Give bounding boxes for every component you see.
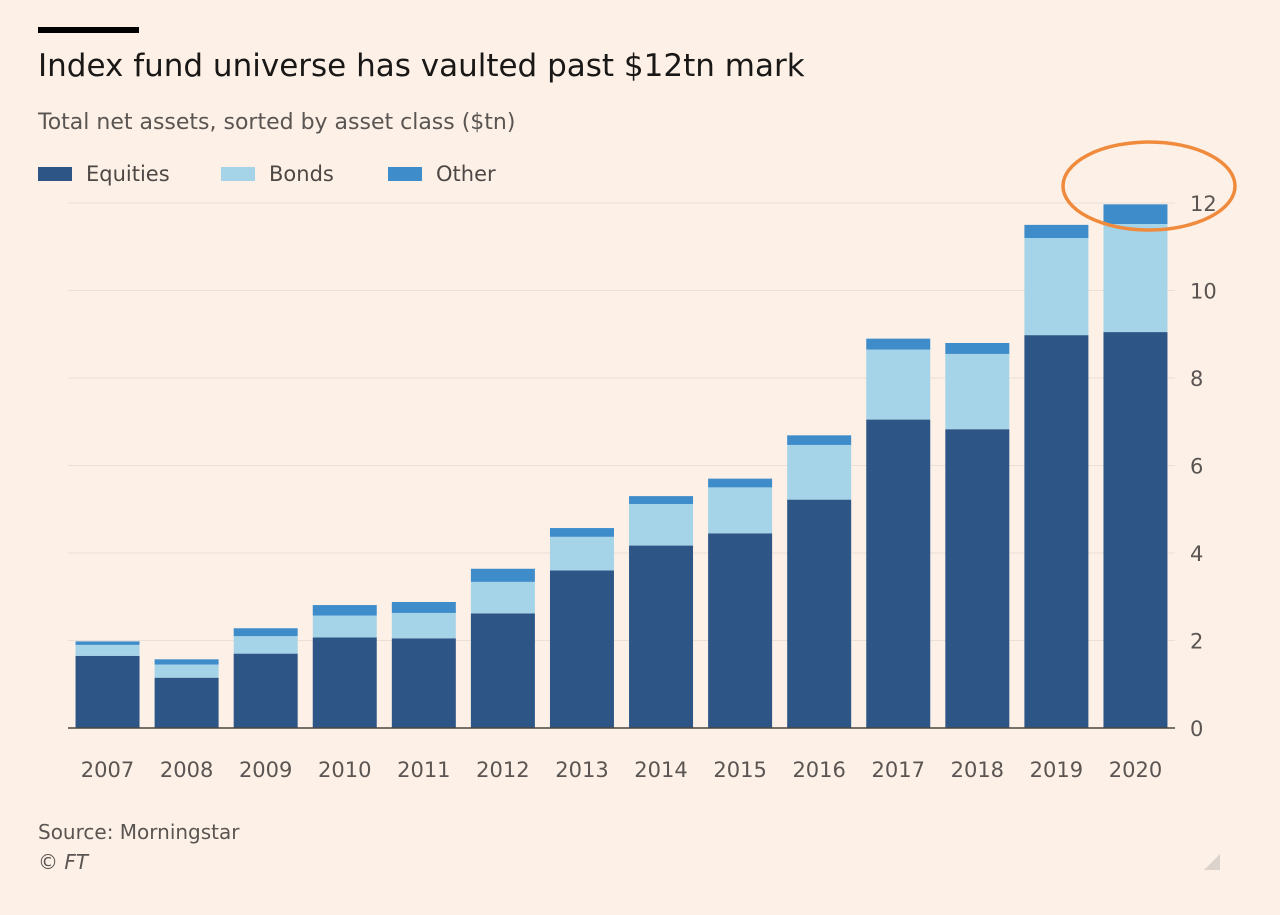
legend-item-equities: Equities bbox=[38, 162, 170, 186]
x-tick-label: 2019 bbox=[1030, 758, 1083, 782]
bar-bonds-2020 bbox=[1103, 224, 1168, 333]
y-tick-label: 6 bbox=[1190, 455, 1203, 479]
x-tick-label: 2014 bbox=[634, 758, 687, 782]
chart-subtitle: Total net assets, sorted by asset class … bbox=[38, 110, 516, 135]
bar-other-2015 bbox=[708, 478, 773, 488]
x-tick-label: 2015 bbox=[713, 758, 766, 782]
bar-bonds-2016 bbox=[787, 444, 852, 500]
bar-other-2017 bbox=[866, 338, 931, 350]
legend-label-bonds: Bonds bbox=[269, 162, 334, 186]
bar-equities-2011 bbox=[391, 638, 456, 728]
x-tick-label: 2020 bbox=[1109, 758, 1162, 782]
bar-bonds-2017 bbox=[866, 349, 931, 420]
y-tick-label: 4 bbox=[1190, 542, 1203, 566]
y-tick-label: 8 bbox=[1190, 367, 1203, 391]
source-note: Source: Morningstar bbox=[38, 820, 240, 844]
bar-other-2012 bbox=[470, 568, 535, 582]
bar-other-2019 bbox=[1024, 224, 1089, 238]
ft-header-rule bbox=[38, 27, 139, 33]
y-tick-label: 2 bbox=[1190, 630, 1203, 654]
legend-swatch-other bbox=[388, 167, 422, 181]
x-tick-label: 2017 bbox=[872, 758, 925, 782]
bar-bonds-2013 bbox=[549, 536, 614, 571]
x-tick-label: 2008 bbox=[160, 758, 213, 782]
bar-equities-2020 bbox=[1103, 332, 1168, 728]
bar-bonds-2015 bbox=[708, 487, 773, 534]
bar-other-2008 bbox=[154, 659, 219, 665]
x-tick-label: 2018 bbox=[951, 758, 1004, 782]
bar-equities-2016 bbox=[787, 499, 852, 728]
bar-equities-2013 bbox=[549, 570, 614, 728]
bar-equities-2019 bbox=[1024, 335, 1089, 728]
bar-equities-2012 bbox=[470, 613, 535, 728]
bar-equities-2010 bbox=[312, 637, 377, 728]
bar-other-2011 bbox=[391, 602, 456, 613]
bar-bonds-2007 bbox=[75, 644, 140, 656]
bar-other-2007 bbox=[75, 641, 140, 645]
chart-title: Index fund universe has vaulted past $12… bbox=[38, 48, 805, 84]
bar-bonds-2010 bbox=[312, 615, 377, 638]
bar-bonds-2011 bbox=[391, 612, 456, 639]
x-tick-label: 2016 bbox=[792, 758, 845, 782]
y-tick-label: 0 bbox=[1190, 717, 1203, 741]
bar-bonds-2019 bbox=[1024, 238, 1089, 336]
y-tick-label: 10 bbox=[1190, 280, 1217, 304]
legend-swatch-equities bbox=[38, 167, 72, 181]
bar-equities-2017 bbox=[866, 419, 931, 728]
legend-label-other: Other bbox=[436, 162, 496, 186]
bar-other-2018 bbox=[945, 343, 1010, 354]
bar-other-2020 bbox=[1103, 204, 1168, 224]
legend-label-equities: Equities bbox=[86, 162, 170, 186]
bar-equities-2014 bbox=[629, 545, 694, 728]
bar-bonds-2014 bbox=[629, 504, 694, 546]
x-tick-label: 2012 bbox=[476, 758, 529, 782]
bar-bonds-2009 bbox=[233, 636, 298, 654]
bar-other-2016 bbox=[787, 435, 852, 445]
legend-item-bonds: Bonds bbox=[221, 162, 334, 186]
copyright-note: © FT bbox=[38, 850, 89, 874]
legend-swatch-bonds bbox=[221, 167, 255, 181]
x-tick-label: 2007 bbox=[81, 758, 134, 782]
bar-other-2009 bbox=[233, 628, 298, 637]
x-tick-label: 2013 bbox=[555, 758, 608, 782]
bar-other-2013 bbox=[549, 528, 614, 537]
bar-other-2014 bbox=[629, 496, 694, 504]
resize-corner-icon bbox=[1204, 854, 1220, 870]
x-tick-label: 2009 bbox=[239, 758, 292, 782]
bar-equities-2015 bbox=[708, 533, 773, 728]
bar-equities-2009 bbox=[233, 653, 298, 728]
bar-equities-2008 bbox=[154, 677, 219, 728]
bar-bonds-2008 bbox=[154, 664, 219, 678]
x-tick-label: 2011 bbox=[397, 758, 450, 782]
bar-bonds-2018 bbox=[945, 353, 1010, 430]
y-tick-label: 12 bbox=[1190, 192, 1217, 216]
x-tick-label: 2010 bbox=[318, 758, 371, 782]
bar-bonds-2012 bbox=[470, 581, 535, 614]
highlight-ellipse bbox=[1061, 140, 1237, 232]
bar-other-2010 bbox=[312, 605, 377, 616]
bar-equities-2007 bbox=[75, 655, 140, 728]
bar-equities-2018 bbox=[945, 429, 1010, 728]
legend-item-other: Other bbox=[388, 162, 496, 186]
